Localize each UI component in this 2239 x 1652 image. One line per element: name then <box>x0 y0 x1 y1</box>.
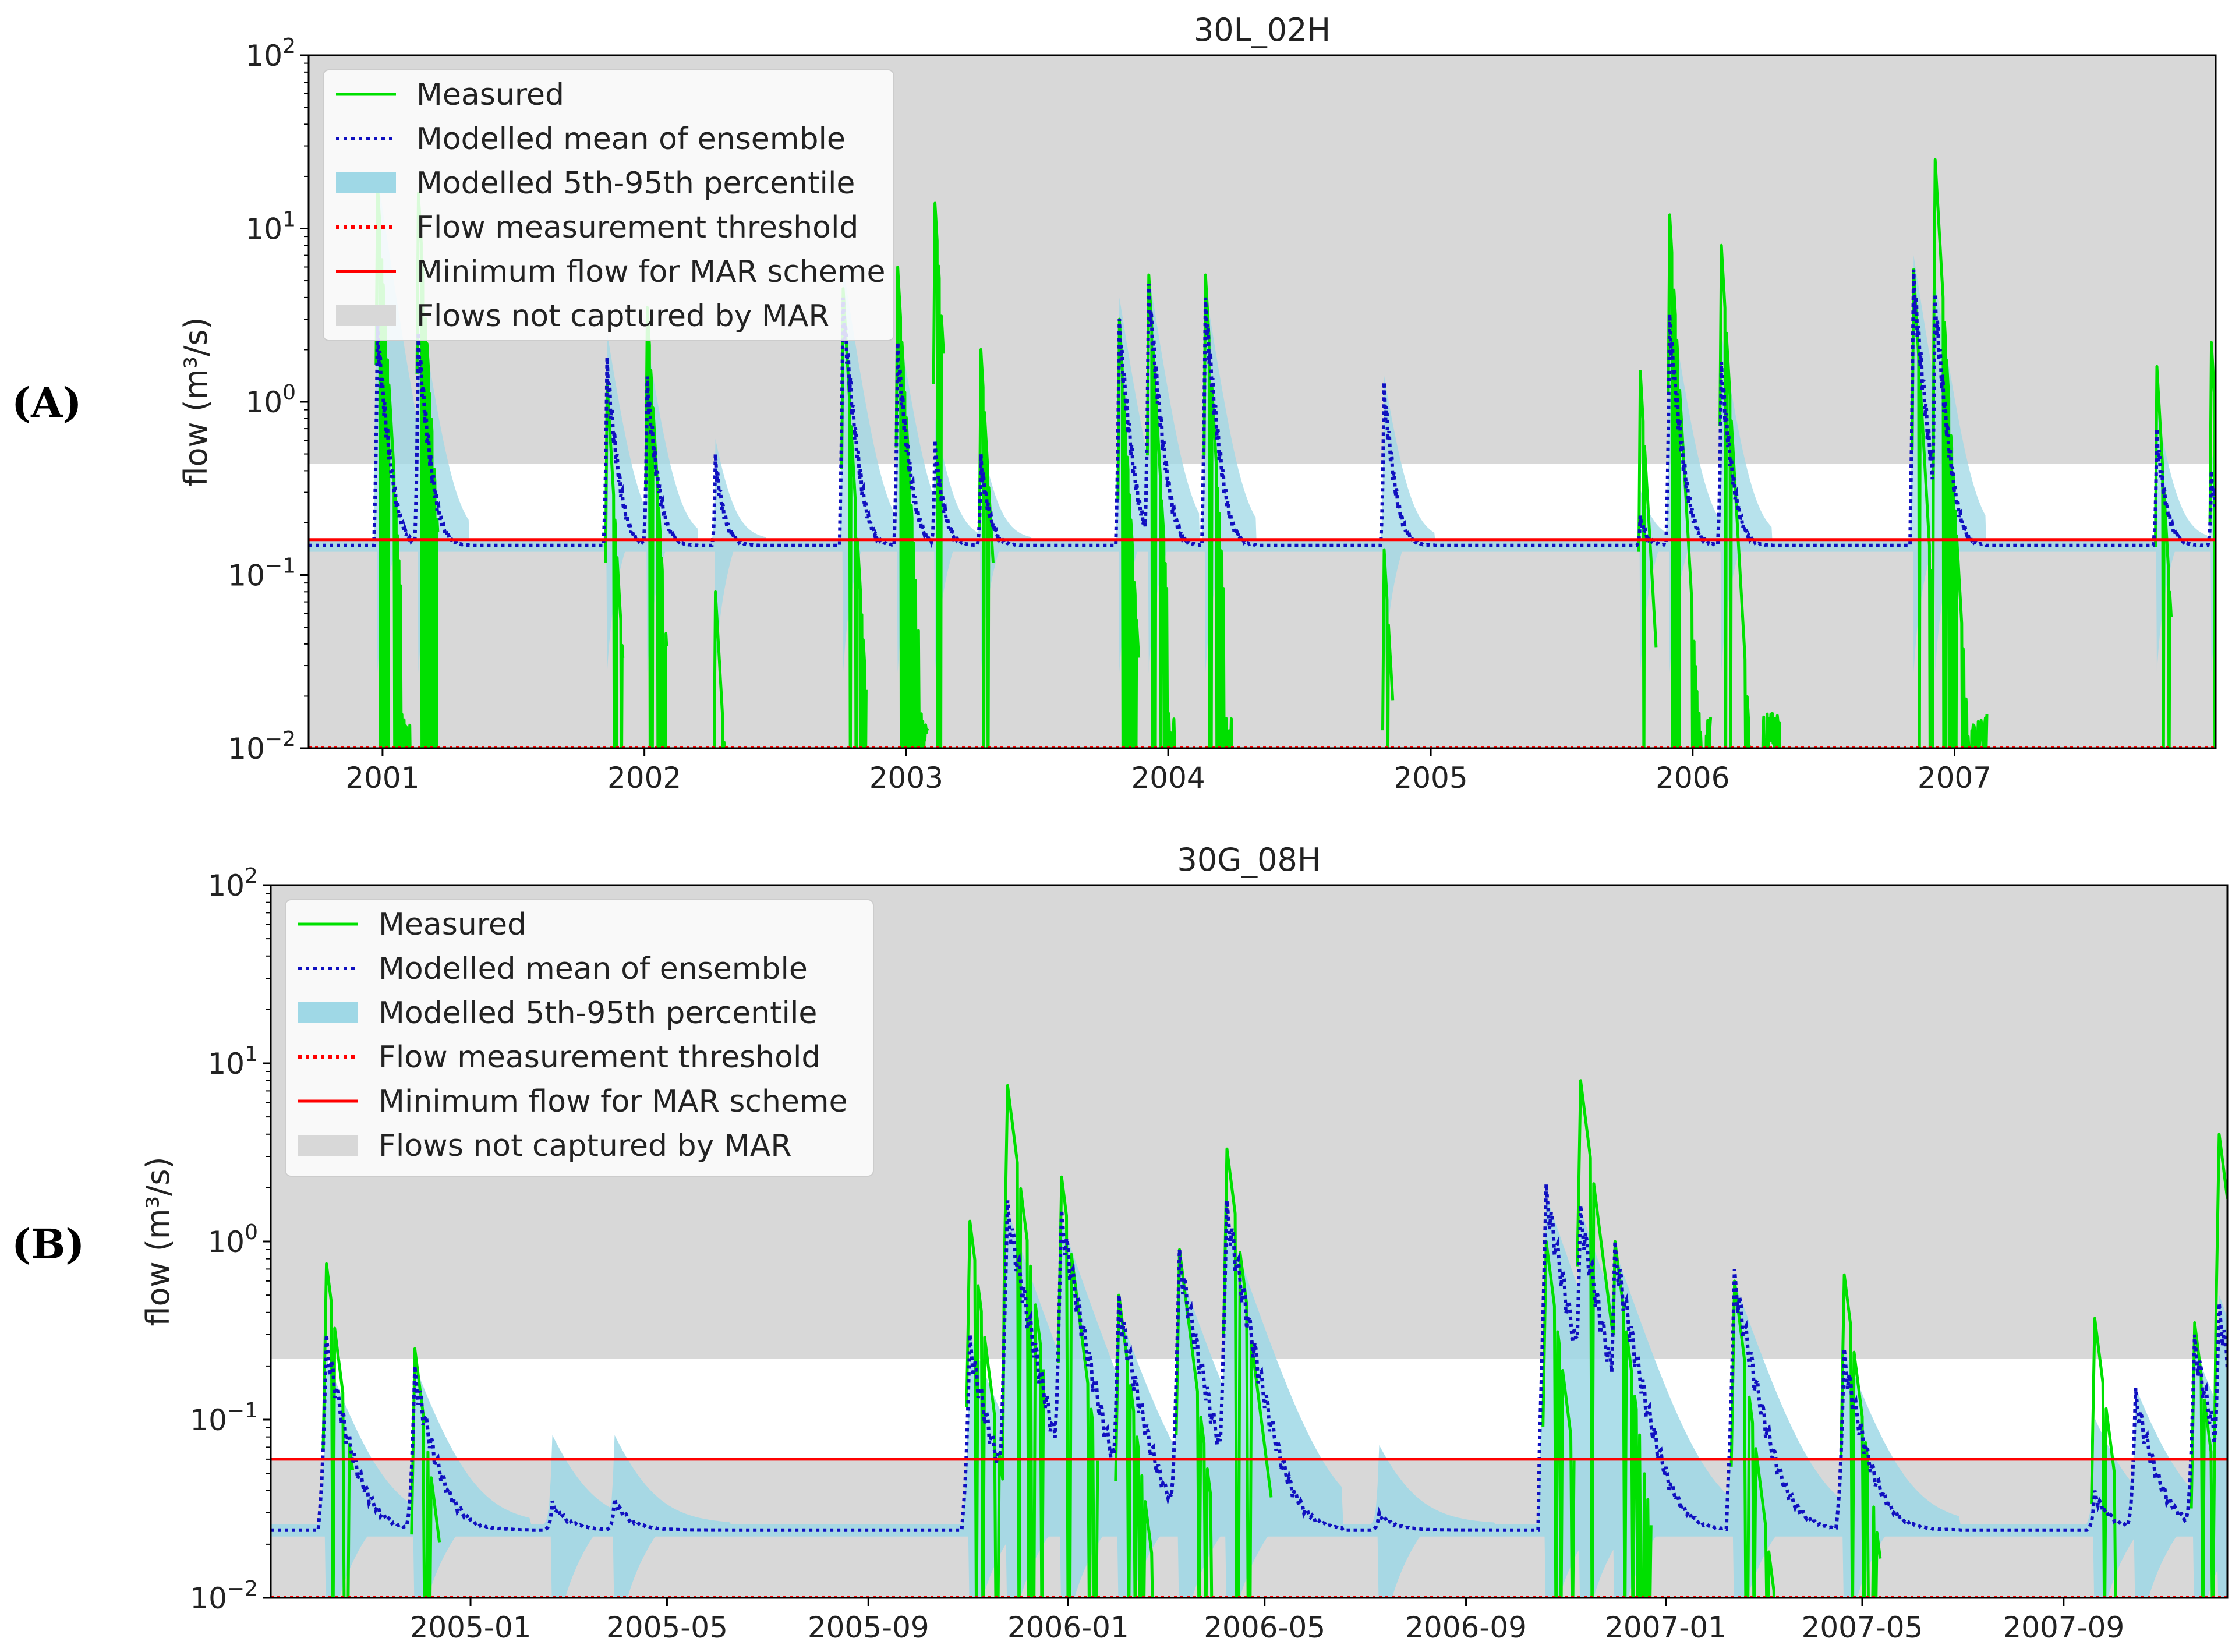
chart-title: 30G_08H <box>1177 841 1321 878</box>
chart-30l-02h: 10−2 10−1 100 101 102 2001 2002 2003 2004 2005 200… <box>178 12 2217 795</box>
x-tick-label: 2006-05 <box>1204 1611 1325 1644</box>
legend: Measured Modelled mean of ensemble Modelle… <box>323 69 894 341</box>
legend-swatch <box>298 1135 358 1156</box>
legend-label: Modelled mean of ensemble <box>416 122 846 157</box>
x-tick-label: 2002 <box>607 761 681 795</box>
x-tick-label: 2003 <box>869 761 943 795</box>
legend-label: Modelled 5th-95th percentile <box>416 166 855 201</box>
legend-label: Flows not captured by MAR <box>416 299 829 334</box>
x-tick-label: 2007-01 <box>1605 1611 1727 1644</box>
legend-label: Minimum flow for MAR scheme <box>416 254 886 289</box>
legend-label: Flows not captured by MAR <box>379 1129 791 1163</box>
y-tick-label: 10−1 <box>190 1399 258 1437</box>
legend: Measured Modelled mean of ensemble Modelle… <box>285 899 874 1177</box>
legend-swatch <box>298 1002 358 1023</box>
panel-label-a: (A) <box>12 378 82 427</box>
chart-30g-08h: 10−2 10−1 100 101 102 2005-01 2005-05 2005-09 20… <box>140 841 2229 1644</box>
chart-title: 30L_02H <box>1194 12 1331 48</box>
legend-label: Modelled mean of ensemble <box>379 951 808 986</box>
x-tick-label: 2005-05 <box>606 1611 728 1644</box>
legend-box <box>323 69 894 341</box>
x-tick-label: 2007-09 <box>2003 1611 2124 1644</box>
x-tick-label: 2005-01 <box>410 1611 532 1644</box>
x-tick-label: 2006-01 <box>1007 1611 1129 1644</box>
legend-label: Measured <box>379 907 526 942</box>
y-tick-label: 101 <box>245 208 296 246</box>
series-measured-line <box>374 158 2216 748</box>
y-tick-label: 10−1 <box>228 554 296 593</box>
panel-label-b: (B) <box>12 1220 85 1268</box>
x-tick-label: 2007-05 <box>1802 1611 1923 1644</box>
series-modelled-mean-line <box>271 1184 2227 1532</box>
x-tick-label: 2004 <box>1131 761 1205 795</box>
legend-label: Flow measurement threshold <box>379 1040 820 1075</box>
y-tick-label: 102 <box>245 34 296 73</box>
x-tick-label: 2006 <box>1656 761 1729 795</box>
legend-label: Flow measurement threshold <box>416 210 858 245</box>
legend-swatch <box>336 172 396 193</box>
x-tick-label: 2006-09 <box>1405 1611 1527 1644</box>
y-tick-label: 100 <box>245 381 296 419</box>
y-axis-label: flow (m³/s) <box>140 1156 176 1326</box>
legend-swatch <box>336 305 396 326</box>
grey-region-lower <box>309 539 2216 748</box>
x-tick-label: 2005-09 <box>808 1611 929 1644</box>
legend-label: Minimum flow for MAR scheme <box>379 1084 848 1119</box>
y-tick-label: 101 <box>207 1042 258 1081</box>
y-axis-label: flow (m³/s) <box>178 317 214 486</box>
legend-label: Modelled 5th-95th percentile <box>379 996 817 1031</box>
legend-label: Measured <box>416 77 564 112</box>
x-tick-label: 2001 <box>345 761 419 795</box>
series-modelled-mean-line <box>309 269 2216 550</box>
y-tick-label: 10−2 <box>228 727 296 766</box>
x-tick-label: 2005 <box>1393 761 1467 795</box>
legend-box <box>285 899 874 1177</box>
y-tick-label: 10−2 <box>190 1577 258 1615</box>
x-tick-label: 2007 <box>1918 761 1992 795</box>
y-tick-label: 102 <box>207 864 258 903</box>
y-tick-label: 100 <box>207 1221 258 1259</box>
